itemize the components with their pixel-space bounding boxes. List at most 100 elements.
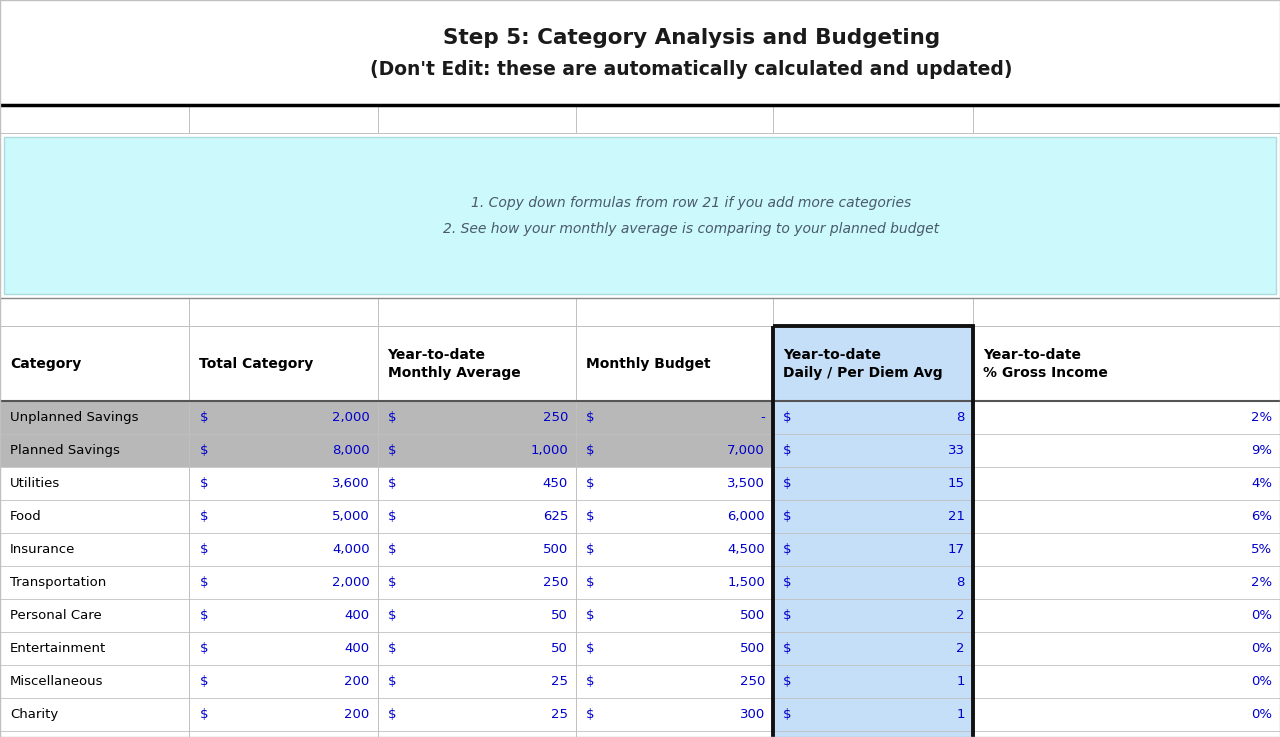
Text: Charity: Charity [10,708,59,721]
Text: 4,500: 4,500 [727,543,765,556]
Text: -: - [760,411,765,424]
Text: 1,500: 1,500 [727,576,765,589]
Text: $: $ [783,510,791,523]
Bar [0,298,1280,326]
Text: $: $ [586,609,594,622]
Text: $: $ [783,444,791,457]
Text: 3,500: 3,500 [727,477,765,490]
Text: Unplanned Savings: Unplanned Savings [10,411,138,424]
Text: $: $ [586,543,594,556]
Text: 1: 1 [956,708,965,721]
Bar [973,566,1280,599]
Text: Miscellaneous: Miscellaneous [10,675,104,688]
Text: 8: 8 [956,576,965,589]
Bar [189,698,378,731]
Text: 0%: 0% [1251,675,1272,688]
Text: $: $ [586,411,594,424]
Bar [576,599,773,632]
Bar [0,401,189,434]
Text: 500: 500 [740,642,765,655]
Bar [773,698,973,731]
Text: 7,000: 7,000 [727,444,765,457]
Bar [973,731,1280,737]
Bar [773,566,973,599]
Bar [773,500,973,533]
Bar [189,665,378,698]
Bar [189,434,378,467]
Text: 25: 25 [550,708,568,721]
Text: Monthly Budget: Monthly Budget [586,357,710,371]
Bar [576,731,773,737]
Text: 200: 200 [344,708,370,721]
Text: 2,000: 2,000 [332,576,370,589]
Text: 50: 50 [552,642,568,655]
Bar [973,599,1280,632]
Text: 25: 25 [550,675,568,688]
Text: 0%: 0% [1251,609,1272,622]
Text: $: $ [200,576,207,589]
Text: 17: 17 [947,543,965,556]
Bar [973,401,1280,434]
Text: 4,000: 4,000 [332,543,370,556]
Bar [0,698,189,731]
Bar [0,500,189,533]
Text: Year-to-date: Year-to-date [983,348,1080,362]
Text: 1. Copy down formulas from row 21 if you add more categories: 1. Copy down formulas from row 21 if you… [471,195,911,209]
Bar [189,632,378,665]
Text: Personal Care: Personal Care [10,609,101,622]
Text: $: $ [388,642,396,655]
Text: $: $ [586,642,594,655]
Text: 2. See how your monthly average is comparing to your planned budget: 2. See how your monthly average is compa… [443,222,940,236]
Text: $: $ [586,510,594,523]
Text: 0%: 0% [1251,708,1272,721]
Bar [189,566,378,599]
Bar [0,731,189,737]
Text: $: $ [388,477,396,490]
Text: 400: 400 [344,609,370,622]
Text: Step 5: Category Analysis and Budgeting: Step 5: Category Analysis and Budgeting [443,27,940,47]
Bar [773,467,973,500]
Bar [189,500,378,533]
Text: Transportation: Transportation [10,576,106,589]
Bar [773,632,973,665]
Bar [576,632,773,665]
Text: $: $ [783,477,791,490]
Text: $: $ [200,708,207,721]
Text: 8,000: 8,000 [332,444,370,457]
Text: $: $ [388,609,396,622]
Text: 33: 33 [947,444,965,457]
Bar [973,533,1280,566]
Text: 400: 400 [344,642,370,655]
Bar [189,467,378,500]
Bar [773,326,973,737]
Bar [773,434,973,467]
Text: 5,000: 5,000 [332,510,370,523]
Bar [576,698,773,731]
Bar [0,665,189,698]
Bar [773,665,973,698]
Bar [576,434,773,467]
Text: $: $ [200,543,207,556]
Bar [189,731,378,737]
Text: 4%: 4% [1251,477,1272,490]
Text: % Gross Income: % Gross Income [983,366,1107,380]
Text: 50: 50 [552,609,568,622]
Text: Year-to-date: Year-to-date [388,348,485,362]
Text: $: $ [388,411,396,424]
Text: 2%: 2% [1251,411,1272,424]
Bar [189,533,378,566]
Bar [378,434,576,467]
Text: 9%: 9% [1251,444,1272,457]
Text: 5%: 5% [1251,543,1272,556]
Text: 1,000: 1,000 [530,444,568,457]
Text: $: $ [586,477,594,490]
Bar [189,401,378,434]
Text: $: $ [586,675,594,688]
Text: 21: 21 [947,510,965,523]
Text: 15: 15 [947,477,965,490]
Bar [973,434,1280,467]
Text: 6%: 6% [1251,510,1272,523]
Bar [773,599,973,632]
Text: $: $ [388,708,396,721]
Text: 2%: 2% [1251,576,1272,589]
